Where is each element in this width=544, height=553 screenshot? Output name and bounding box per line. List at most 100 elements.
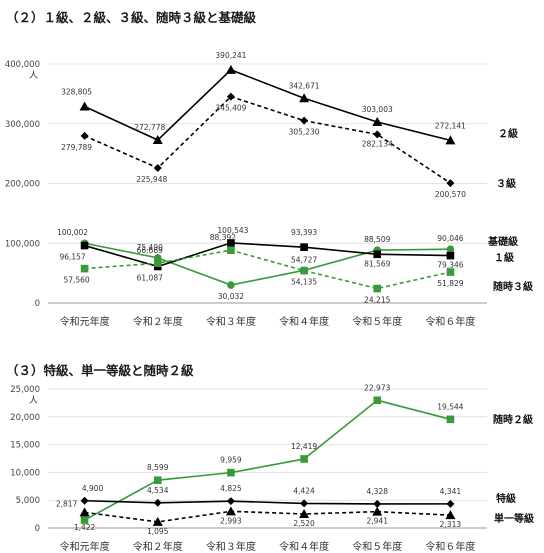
- series-name-label: 随時３級: [493, 280, 533, 293]
- data-point-marker: [79, 507, 90, 517]
- series-4: 57,560 66,669 88,392 54,135 24,215 51,829: [63, 233, 463, 304]
- data-label: 1,422: [74, 523, 96, 532]
- data-point-marker: [153, 476, 162, 484]
- data-label: 90,046: [437, 234, 463, 243]
- data-label: 279,789: [61, 143, 92, 152]
- data-point-marker: [373, 499, 382, 508]
- data-point-marker: [445, 135, 456, 145]
- data-label: 9,959: [220, 456, 242, 465]
- data-label: 4,328: [367, 487, 389, 496]
- series-name-label: 特級: [496, 492, 516, 505]
- data-point-marker: [227, 246, 235, 254]
- series-line: [84, 242, 451, 286]
- data-point-marker: [227, 239, 235, 247]
- data-label: 88,509: [364, 235, 390, 244]
- data-label: 345,409: [215, 104, 246, 113]
- x-category-label: 令和４年度: [279, 315, 329, 328]
- data-label: 1,095: [147, 527, 169, 536]
- section-2-title: （２）１級、２級、３級、随時３級と基礎級: [6, 10, 257, 25]
- data-point-marker: [79, 101, 90, 111]
- data-point-marker: [225, 64, 236, 74]
- data-point-marker: [300, 499, 309, 508]
- data-point-marker: [153, 259, 162, 267]
- y-tick-label: 20,000: [10, 413, 40, 423]
- data-label: 282,134: [362, 139, 393, 148]
- x-category-label: 令和３年度: [206, 315, 256, 328]
- y-tick-label: 300,000: [5, 120, 40, 130]
- data-label: 93,393: [291, 228, 317, 237]
- data-point-marker: [227, 468, 235, 477]
- x-category-label: 令和６年度: [425, 540, 475, 553]
- data-point-marker: [446, 251, 455, 260]
- x-category-label: 令和元年度: [60, 540, 110, 553]
- series-name-label: １級: [494, 251, 514, 264]
- y-unit-label: 人: [29, 70, 38, 81]
- data-label: 2,993: [220, 516, 242, 525]
- data-label: 81,569: [364, 259, 390, 268]
- data-label: 22,973: [364, 383, 390, 392]
- data-point-marker: [80, 516, 89, 524]
- series-1: 4,900 4,534 4,825 4,424 4,328 4,341: [80, 484, 461, 508]
- data-label: 100,543: [217, 226, 248, 235]
- data-label: 4,424: [293, 486, 315, 495]
- data-point-marker: [225, 506, 236, 516]
- y-tick-label: 200,000: [5, 180, 40, 190]
- series-line: [84, 242, 451, 268]
- data-label: 96,157: [59, 253, 85, 262]
- x-category-label: 令和２年度: [133, 315, 183, 328]
- data-point-marker: [300, 266, 308, 275]
- data-label: 51,829: [437, 279, 463, 288]
- data-point-marker: [80, 241, 89, 250]
- data-label: 390,241: [215, 51, 246, 60]
- x-category-label: 令和元年度: [60, 315, 110, 328]
- data-label: 2,817: [56, 499, 78, 508]
- data-point-marker: [152, 516, 163, 526]
- data-label: 61,087: [137, 274, 163, 283]
- data-point-marker: [373, 130, 382, 139]
- x-category-label: 令和６年度: [425, 315, 475, 328]
- data-label: 54,727: [291, 255, 317, 264]
- data-point-marker: [446, 415, 455, 424]
- y-tick-label: 10,000: [10, 468, 40, 478]
- data-point-marker: [80, 264, 89, 273]
- x-category-label: 令和４年度: [279, 540, 329, 553]
- data-label: 30,032: [218, 292, 244, 301]
- data-label: 272,141: [435, 121, 466, 130]
- data-label: 272,778: [134, 123, 165, 132]
- data-label: 342,671: [289, 81, 320, 90]
- data-point-marker: [446, 179, 455, 188]
- data-label: 4,825: [220, 484, 242, 493]
- series-name-label: ３級: [496, 177, 516, 190]
- data-label: 88,392: [210, 233, 236, 242]
- data-label: 100,002: [57, 228, 88, 237]
- data-point-marker: [446, 499, 455, 508]
- data-point-marker: [299, 508, 310, 518]
- y-tick-label: 0: [35, 299, 40, 309]
- data-point-marker: [299, 93, 310, 103]
- data-point-marker: [446, 245, 455, 253]
- series-2: 100,002 75,490 30,032 54,727 88,509 90,046: [57, 228, 464, 301]
- data-label: 225,948: [136, 175, 167, 184]
- data-label: 2,313: [440, 520, 462, 529]
- data-label: 328,805: [61, 88, 92, 97]
- series-name-label: 基礎級: [487, 235, 518, 248]
- series-line: [84, 95, 451, 184]
- data-label: 54,135: [291, 278, 317, 287]
- data-label: 75,490: [137, 243, 163, 252]
- data-label: 4,900: [82, 484, 104, 493]
- data-point-marker: [372, 116, 383, 126]
- series-3: 96,157 61,087 100,543 93,393 81,569 79,346: [59, 226, 463, 283]
- data-label: 19,544: [437, 402, 463, 411]
- y-unit-label: 人: [29, 395, 38, 406]
- x-category-label: 令和５年度: [352, 315, 402, 328]
- data-point-marker: [446, 268, 455, 276]
- y-tick-label: 15,000: [10, 441, 40, 451]
- x-category-label: 令和５年度: [352, 540, 402, 553]
- data-point-marker: [373, 284, 382, 293]
- data-point-marker: [80, 496, 89, 505]
- data-point-marker: [300, 243, 308, 251]
- data-label: 12,419: [291, 442, 317, 451]
- series-2: 2,817 1,095 2,993 2,520 2,941 2,313: [56, 499, 462, 536]
